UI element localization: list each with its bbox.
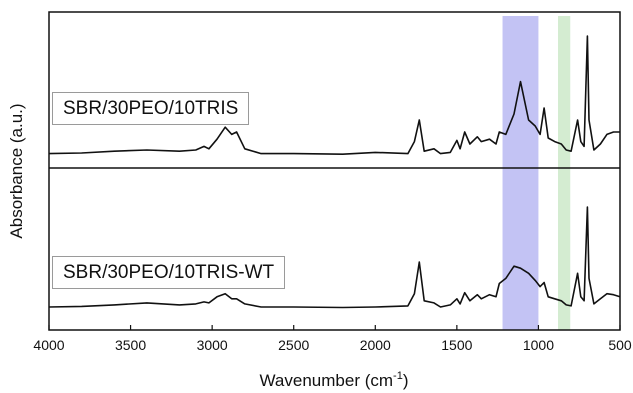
highlight-band-2 xyxy=(558,16,571,330)
x-tick-label-500: 500 xyxy=(608,337,632,353)
x-tick-label-4000: 4000 xyxy=(33,337,64,353)
series-label-bottom: SBR/30PEO/10TRIS-WT xyxy=(52,256,286,289)
x-axis: 4000 3500 3000 2500 2000 1500 1000 500 xyxy=(33,325,632,353)
x-tick-label-2500: 2500 xyxy=(278,337,309,353)
x-tick-label-2000: 2000 xyxy=(360,337,391,353)
x-axis-title-sup: -1 xyxy=(393,370,403,382)
x-axis-title: Wavenumber (cm-1) xyxy=(260,370,409,390)
x-tick-label-1500: 1500 xyxy=(441,337,472,353)
spectrum-line-2 xyxy=(48,206,621,309)
x-tick-label-3000: 3000 xyxy=(197,337,228,353)
x-tick-label-3500: 3500 xyxy=(115,337,146,353)
x-tick-label-1000: 1000 xyxy=(523,337,554,353)
spectrum-line-1 xyxy=(48,35,620,155)
spectra xyxy=(48,35,621,309)
x-axis-title-close: ) xyxy=(403,371,409,390)
series-label-top: SBR/30PEO/10TRIS xyxy=(52,92,250,125)
highlight-band-1 xyxy=(502,16,539,330)
plot-frame xyxy=(48,11,621,331)
highlight-bands xyxy=(502,16,571,330)
y-axis-title: Absorbance (a.u.) xyxy=(7,103,26,238)
x-axis-title-main: Wavenumber (cm xyxy=(260,371,394,390)
